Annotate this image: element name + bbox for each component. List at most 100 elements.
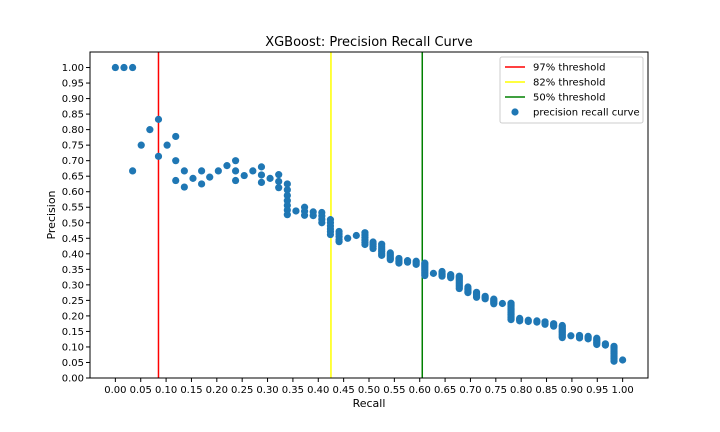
data-point [516,317,524,325]
x-axis-label: Recall [353,397,386,410]
x-tick-label: 0.25 [231,385,253,396]
data-point [154,115,163,123]
x-tick-label: 0.75 [485,385,507,396]
data-point [275,184,283,192]
chart-title: XGBoost: Precision Recall Curve [265,35,473,50]
data-point [421,271,429,280]
x-tick-label: 0.40 [307,385,329,396]
legend-box [499,56,644,124]
y-tick-label: 0.80 [62,125,84,136]
data-point [198,167,206,175]
data-point [455,284,463,293]
data-point [180,183,188,191]
x-tick-label: 0.80 [510,385,532,396]
plot-area [111,52,627,378]
data-point [154,152,163,160]
data-point [292,207,300,215]
data-point [300,211,309,219]
x-tick-label: 0.50 [358,385,380,396]
y-tick-label: 0.55 [62,203,84,214]
legend-marker-swatch [511,108,519,116]
data-point [378,251,386,259]
data-point [172,157,180,165]
data-point [206,173,214,181]
data-point [369,244,377,253]
data-point [361,240,369,249]
data-point [240,171,248,180]
data-point [275,177,283,186]
data-point [550,322,558,330]
y-tick-label: 0.40 [62,249,84,260]
data-point [163,141,171,149]
data-point [257,178,266,186]
data-point [619,356,627,364]
y-tick-label: 0.05 [62,358,84,369]
data-point [231,176,240,185]
y-tick-label: 1.00 [62,63,84,74]
y-tick-label: 0.20 [62,311,84,322]
data-point [172,176,180,185]
data-point [472,293,481,301]
data-point [275,171,283,179]
y-tick-label: 0.30 [62,280,84,291]
data-point [567,332,575,340]
x-tick-label: 0.35 [282,385,304,396]
data-point [129,63,137,72]
data-point [111,63,119,72]
data-point [335,238,343,246]
data-point [386,256,394,264]
data-point [129,167,137,175]
x-tick-label: 0.85 [535,385,557,396]
data-point [601,341,609,349]
data-point [189,174,197,182]
y-tick-label: 0.15 [62,327,84,338]
y-tick-label: 0.65 [62,172,84,183]
data-point [257,163,266,171]
x-tick-label: 0.00 [104,385,126,396]
x-axis-ticks: 0.00 0.05 0.10 0.15 0.20 0.25 0.30 0.35 0.40 0.45… [104,378,634,396]
legend: 97% threshold 82% threshold 50% threshold p… [499,56,644,124]
data-point [231,157,240,165]
data-point [146,126,154,134]
data-point [137,141,145,149]
x-tick-label: 0.05 [130,385,152,396]
data-point [214,167,222,175]
y-tick-label: 0.25 [62,296,84,307]
x-tick-label: 0.20 [206,385,228,396]
data-point [249,167,257,175]
x-tick-label: 0.45 [333,385,355,396]
y-tick-label: 0.50 [62,218,84,229]
y-tick-label: 0.60 [62,187,84,198]
data-point [558,334,566,342]
data-point [344,234,352,242]
y-axis-ticks: 0.00 0.05 0.10 0.15 0.20 0.25 0.30 0.35 0.40 0.45… [62,63,90,385]
data-point [438,272,446,280]
x-tick-label: 0.15 [180,385,202,396]
data-point [533,318,541,326]
data-point [198,180,206,188]
data-point [283,211,291,219]
x-tick-label: 0.90 [561,385,583,396]
y-tick-label: 0.85 [62,110,84,121]
data-point [541,320,549,328]
data-point [120,63,128,72]
x-tick-label: 1.00 [612,385,634,396]
data-point [447,274,455,282]
series-0 [111,63,627,365]
y-tick-label: 0.75 [62,141,84,152]
legend-label: 82% threshold [533,78,606,89]
data-point [283,191,291,200]
x-tick-label: 0.10 [155,385,177,396]
y-tick-label: 0.00 [62,374,84,385]
data-point [498,299,507,308]
y-tick-label: 0.90 [62,94,84,105]
data-point [507,316,515,324]
data-point [266,174,274,182]
y-tick-label: 0.45 [62,234,84,245]
y-tick-label: 0.70 [62,156,84,167]
data-point [490,300,498,308]
y-tick-label: 0.10 [62,342,84,353]
y-axis-label: Precision [45,190,58,239]
